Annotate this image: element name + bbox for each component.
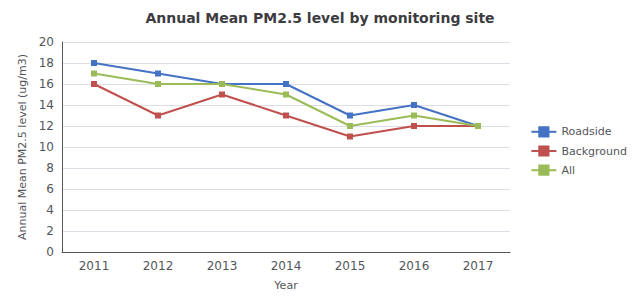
svg-text:8: 8 (46, 161, 54, 175)
svg-text:2016: 2016 (399, 259, 430, 273)
svg-text:12: 12 (39, 119, 54, 133)
svg-text:6: 6 (46, 182, 54, 196)
svg-text:2: 2 (46, 224, 54, 238)
svg-text:2012: 2012 (143, 259, 174, 273)
svg-text:14: 14 (39, 98, 54, 112)
svg-text:16: 16 (39, 77, 54, 91)
svg-text:10: 10 (39, 140, 54, 154)
svg-text:Annual Mean PM2.5 level by mon: Annual Mean PM2.5 level by monitoring si… (145, 10, 494, 26)
svg-text:All: All (561, 164, 575, 177)
svg-text:2011: 2011 (79, 259, 110, 273)
svg-text:2017: 2017 (463, 259, 494, 273)
svg-text:20: 20 (39, 35, 54, 49)
svg-text:2013: 2013 (207, 259, 238, 273)
svg-text:4: 4 (46, 203, 54, 217)
svg-text:Year: Year (273, 279, 298, 292)
svg-text:2014: 2014 (271, 259, 302, 273)
svg-text:Background: Background (561, 145, 627, 158)
svg-text:Roadside: Roadside (561, 125, 611, 138)
svg-text:0: 0 (46, 245, 54, 259)
svg-text:Annual Mean PM2.5 level (ug/m3: Annual Mean PM2.5 level (ug/m3) (16, 54, 29, 240)
svg-text:2015: 2015 (335, 259, 366, 273)
svg-text:18: 18 (39, 56, 54, 70)
